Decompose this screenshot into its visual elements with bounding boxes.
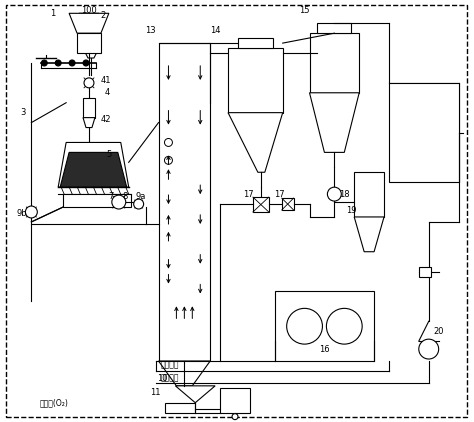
Text: 41: 41 [100, 76, 111, 85]
Circle shape [232, 414, 238, 419]
Text: 冷凝给水: 冷凝给水 [161, 360, 179, 370]
Bar [238, 38, 273, 48]
Text: 17: 17 [274, 189, 285, 199]
Circle shape [328, 187, 341, 201]
Polygon shape [84, 50, 98, 58]
Text: 9a: 9a [136, 192, 146, 200]
Bar [63, 194, 131, 207]
Text: 1: 1 [51, 9, 56, 18]
Text: 16: 16 [319, 345, 330, 354]
Text: 42: 42 [100, 115, 111, 124]
Text: 13: 13 [145, 26, 156, 35]
Circle shape [26, 206, 37, 218]
Bar [419, 267, 431, 276]
Text: 100: 100 [81, 6, 97, 15]
Circle shape [134, 199, 144, 209]
Circle shape [419, 339, 438, 359]
Polygon shape [60, 152, 127, 187]
Text: 3: 3 [21, 108, 26, 117]
Circle shape [69, 60, 75, 66]
Bar [389, 83, 458, 182]
Text: 18: 18 [339, 189, 350, 199]
Text: 11: 11 [150, 388, 161, 397]
Text: 5: 5 [106, 150, 111, 159]
Bar [354, 172, 384, 217]
Bar [220, 388, 250, 413]
Bar [84, 28, 98, 50]
Polygon shape [228, 113, 283, 172]
Text: 20: 20 [433, 327, 444, 336]
Circle shape [164, 138, 173, 146]
Bar [310, 33, 359, 93]
Circle shape [83, 60, 89, 66]
Circle shape [164, 157, 173, 164]
Text: 14: 14 [210, 26, 220, 35]
Text: 15: 15 [299, 6, 310, 15]
Bar [83, 98, 95, 118]
Text: 8: 8 [122, 192, 128, 200]
Text: 煤气体(O₂): 煤气体(O₂) [39, 398, 68, 407]
Bar [275, 292, 374, 361]
Bar [253, 197, 269, 212]
Polygon shape [354, 217, 384, 252]
Circle shape [112, 195, 126, 209]
Circle shape [327, 308, 362, 344]
Text: 7: 7 [108, 192, 114, 200]
Circle shape [84, 78, 94, 88]
Circle shape [41, 60, 47, 66]
Circle shape [55, 60, 61, 66]
Polygon shape [83, 118, 95, 127]
Text: 4: 4 [104, 88, 109, 97]
Polygon shape [310, 93, 359, 152]
Text: 2: 2 [100, 11, 106, 20]
Bar [165, 403, 195, 413]
Text: 9b: 9b [16, 209, 27, 219]
Polygon shape [79, 14, 99, 28]
Text: 17: 17 [243, 189, 253, 199]
Polygon shape [175, 386, 215, 403]
Bar [228, 48, 283, 113]
Polygon shape [158, 361, 210, 386]
Text: 10: 10 [157, 374, 168, 384]
Text: 冷凝回水: 冷凝回水 [161, 373, 179, 382]
Polygon shape [58, 143, 129, 187]
Text: 19: 19 [346, 206, 356, 214]
Bar [77, 33, 101, 53]
Bar [158, 43, 210, 361]
Circle shape [287, 308, 322, 344]
Bar [318, 23, 351, 33]
Bar [282, 198, 293, 210]
Polygon shape [69, 14, 109, 33]
